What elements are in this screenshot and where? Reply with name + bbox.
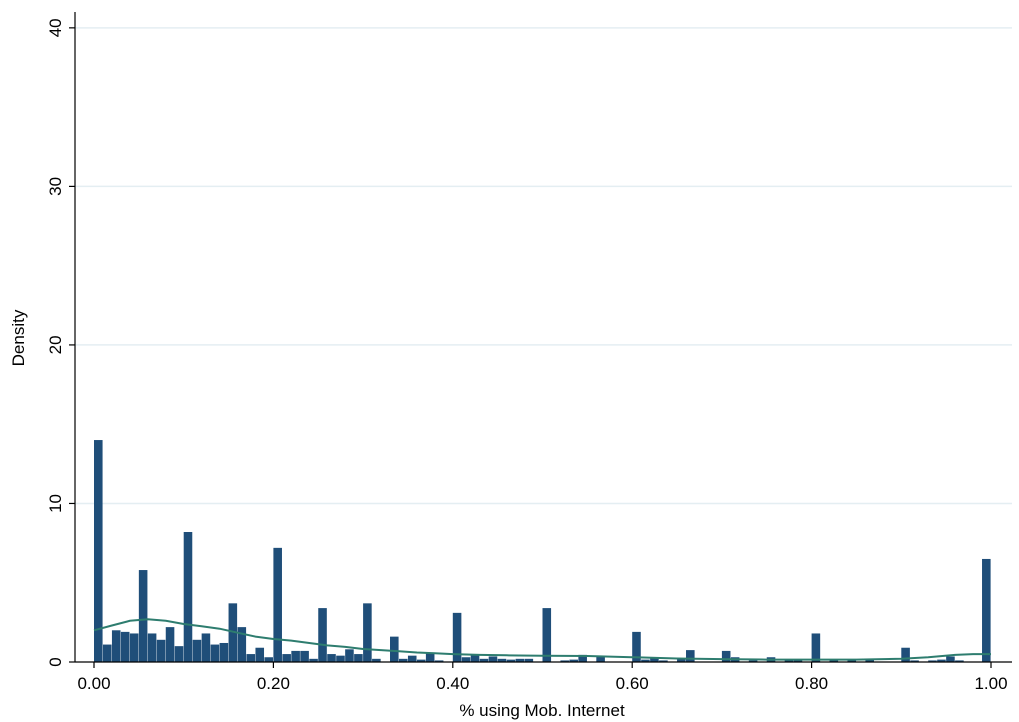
histogram-bar [120, 631, 130, 662]
histogram-bar [811, 633, 821, 662]
histogram-bar [524, 658, 534, 662]
y-tick-label: 10 [46, 494, 65, 513]
x-axis-title: % using Mob. Internet [459, 701, 625, 720]
histogram-bar [407, 655, 417, 662]
histogram-bar [291, 650, 300, 662]
y-tick-label: 30 [46, 177, 65, 196]
histogram-bar [542, 608, 552, 662]
histogram-bar [479, 658, 489, 662]
y-tick-label: 20 [46, 335, 65, 354]
y-axis-title: Density [9, 309, 28, 366]
histogram-bar [165, 627, 175, 662]
histogram-bar [560, 660, 570, 662]
histogram-bar [94, 440, 103, 662]
histogram-bar [318, 608, 327, 662]
histogram-bar [865, 659, 874, 662]
histogram-bar [192, 639, 202, 662]
histogram-bar [425, 652, 435, 662]
histogram-bar [129, 633, 139, 662]
histogram-bar [282, 654, 291, 662]
histogram-bar [273, 547, 282, 662]
histogram-bar [632, 631, 641, 662]
histogram-bar [102, 644, 112, 662]
histogram-bar [390, 636, 399, 662]
histogram-bar [829, 660, 839, 662]
histogram-bar [345, 649, 354, 662]
histogram-bar [452, 612, 462, 662]
histogram-bar [300, 650, 309, 662]
histogram-bar [982, 558, 991, 662]
axes [74, 12, 1012, 663]
x-tick-label: 0.80 [795, 674, 828, 693]
density-curve [93, 618, 991, 661]
density-curve-layer [93, 618, 991, 661]
histogram-bar [138, 570, 148, 662]
histogram-bar [793, 659, 803, 662]
histogram-bars [94, 440, 991, 662]
histogram-bar [416, 659, 426, 662]
histogram-bar [578, 654, 587, 662]
gridlines [75, 27, 1012, 505]
histogram-bar [309, 658, 318, 662]
histogram-bar [210, 644, 220, 662]
histogram-bar [677, 658, 686, 662]
y-tick-label: 0 [46, 657, 65, 666]
histogram-bar [201, 633, 211, 662]
histogram-bar [470, 654, 480, 662]
x-tick-label: 0.20 [257, 674, 290, 693]
x-tick-label: 0.00 [77, 674, 110, 693]
histogram-bar [327, 654, 336, 662]
histogram-bar [354, 654, 363, 662]
histogram-bar [650, 657, 659, 662]
histogram-bar [596, 655, 605, 662]
histogram-bar [174, 646, 184, 662]
histogram-bar [784, 660, 794, 662]
histogram-bar [748, 660, 758, 662]
histogram-bar [336, 655, 345, 662]
histogram-bar [515, 658, 525, 662]
histogram-bar [372, 658, 381, 662]
histogram-bar [434, 660, 444, 662]
histogram-bar [659, 660, 668, 662]
histogram-bar [488, 656, 498, 662]
histogram-bar [219, 642, 229, 662]
histogram-bar [686, 650, 695, 662]
histogram-bar [264, 657, 273, 662]
histogram-bar [461, 657, 471, 662]
histogram-bar [237, 627, 247, 662]
histogram-bar [928, 660, 937, 662]
histogram-bar [363, 603, 372, 662]
histogram-bar [937, 659, 946, 662]
histogram-bar [255, 647, 265, 662]
y-tick-label: 40 [46, 18, 65, 37]
histogram-bar [910, 660, 919, 662]
x-tick-label: 0.60 [616, 674, 649, 693]
histogram-bar [147, 633, 157, 662]
histogram-bar [901, 647, 910, 662]
histogram-bar [156, 639, 166, 662]
x-tick-label: 0.40 [436, 674, 469, 693]
histogram-bar [641, 659, 650, 662]
histogram-bar [721, 650, 731, 662]
histogram-bar [946, 656, 955, 662]
histogram-bar [506, 659, 516, 662]
histogram-bar [569, 659, 578, 662]
histogram-bar [398, 658, 408, 662]
histogram-bar [497, 658, 507, 662]
x-tick-label: 1.00 [974, 674, 1007, 693]
histogram-bar [183, 532, 193, 662]
histogram-bar [847, 659, 857, 662]
histogram-bar [246, 654, 256, 662]
histogram-bar [955, 660, 964, 662]
tick-labels: 0 10 20 30 40 0.00 0.20 0.40 0.60 0.80 1.00 [46, 18, 1008, 693]
histogram-bar [111, 630, 121, 662]
